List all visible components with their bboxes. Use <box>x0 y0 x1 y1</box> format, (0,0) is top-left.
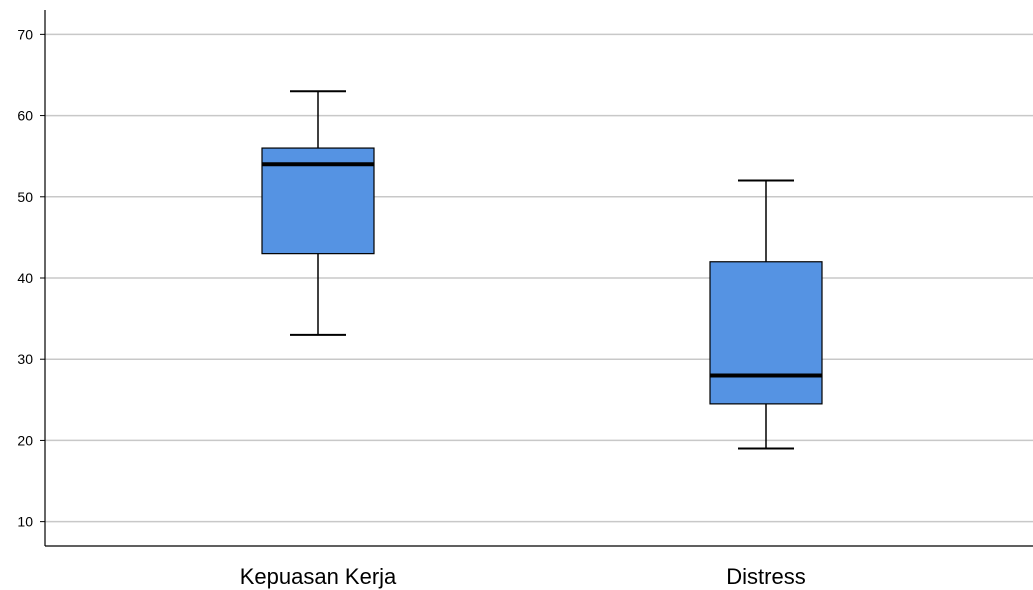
box-kepuasan-kerja <box>261 90 375 336</box>
y-tick-label-10: 10 <box>17 514 33 530</box>
y-tick-labels: 10 20 30 40 50 60 70 <box>17 26 33 529</box>
iqr-box <box>709 261 823 405</box>
y-tick-label-70: 70 <box>17 26 33 42</box>
y-tick-label-60: 60 <box>17 108 33 124</box>
category-label-distress: Distress <box>726 564 805 589</box>
boxes <box>261 90 823 450</box>
category-labels: Kepuasan Kerja Distress <box>240 564 806 589</box>
gridlines <box>40 33 1033 523</box>
y-tick-label-40: 40 <box>17 270 33 286</box>
box-distress <box>709 179 823 450</box>
y-tick-label-30: 30 <box>17 351 33 367</box>
y-tick-label-20: 20 <box>17 432 33 448</box>
axes <box>44 10 1033 547</box>
category-label-kepuasan-kerja: Kepuasan Kerja <box>240 564 397 589</box>
y-tick-label-50: 50 <box>17 189 33 205</box>
